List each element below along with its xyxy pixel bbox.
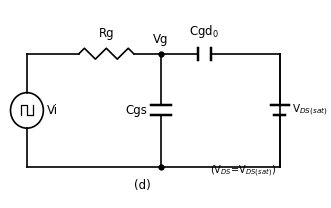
Text: Rg: Rg [99, 27, 114, 40]
Text: V$_{DS(sat)}$: V$_{DS(sat)}$ [293, 103, 328, 118]
Text: Vg: Vg [153, 33, 169, 46]
Text: (d): (d) [134, 179, 151, 192]
Text: Cgs: Cgs [125, 104, 147, 117]
Text: (V$_{DS}$=V$_{DS(sat)}$): (V$_{DS}$=V$_{DS(sat)}$) [210, 163, 276, 179]
Text: Vi: Vi [47, 104, 58, 117]
Text: Cgd$_0$: Cgd$_0$ [189, 23, 219, 40]
